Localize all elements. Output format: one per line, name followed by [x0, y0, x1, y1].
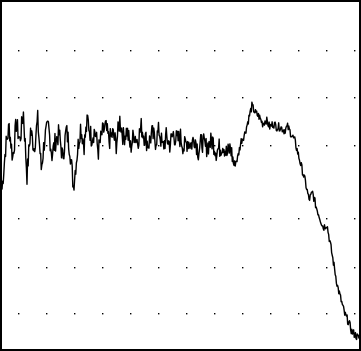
grid-dot: [214, 145, 216, 147]
grid-dot: [74, 50, 76, 52]
grid-dot: [354, 97, 356, 99]
grid-dot: [130, 50, 132, 52]
grid-dot: [46, 145, 48, 147]
grid-dot: [74, 218, 76, 220]
grid-dot: [242, 218, 244, 220]
grid-dot: [18, 145, 20, 147]
grid-dot: [326, 313, 328, 315]
grid-dot: [158, 50, 160, 52]
grid-dot: [102, 313, 104, 315]
grid-dot: [186, 50, 188, 52]
grid-dot: [102, 218, 104, 220]
grid-dot: [186, 267, 188, 269]
grid-dot: [130, 97, 132, 99]
grid-dot: [158, 145, 160, 147]
grid-dot: [158, 97, 160, 99]
grid-dot: [102, 267, 104, 269]
grid-dot: [270, 218, 272, 220]
grid-dot: [214, 50, 216, 52]
grid-dot: [242, 97, 244, 99]
grid-dot: [298, 145, 300, 147]
grid-dot: [298, 267, 300, 269]
grid-dot: [102, 97, 104, 99]
grid-dot: [354, 313, 356, 315]
grid-dot: [18, 313, 20, 315]
grid-dot: [158, 267, 160, 269]
grid-dot: [46, 267, 48, 269]
grid-dot: [18, 218, 20, 220]
grid-dot: [326, 50, 328, 52]
grid-dot: [354, 218, 356, 220]
grid-dot: [186, 313, 188, 315]
grid-dot: [270, 97, 272, 99]
grid-dot: [326, 97, 328, 99]
grid-dot: [74, 313, 76, 315]
grid-dot: [270, 145, 272, 147]
grid-dot: [186, 218, 188, 220]
grid-dot: [298, 50, 300, 52]
grid-dot: [354, 267, 356, 269]
grid-dot: [18, 97, 20, 99]
grid-dot: [326, 218, 328, 220]
grid-dot: [130, 267, 132, 269]
grid-dot: [130, 313, 132, 315]
grid-dot: [46, 313, 48, 315]
grid-dot: [270, 267, 272, 269]
grid-dot: [158, 218, 160, 220]
grid-dot: [102, 145, 104, 147]
grid-dot: [242, 313, 244, 315]
chart-series-line: [1, 101, 360, 341]
grid-dot: [298, 218, 300, 220]
grid-dot: [214, 267, 216, 269]
grid-dot: [74, 145, 76, 147]
grid-dot: [354, 50, 356, 52]
grid-dot: [270, 50, 272, 52]
grid-dot: [214, 97, 216, 99]
grid-dot: [242, 50, 244, 52]
grid-dot: [242, 267, 244, 269]
grid-dot: [46, 97, 48, 99]
grid-dot: [326, 145, 328, 147]
grid-dot: [74, 267, 76, 269]
grid-dot: [102, 50, 104, 52]
grid-dot: [46, 50, 48, 52]
chart-grid: [18, 50, 356, 315]
grid-dot: [186, 97, 188, 99]
grid-dot: [46, 218, 48, 220]
grid-dot: [242, 145, 244, 147]
grid-dot: [74, 97, 76, 99]
grid-dot: [130, 218, 132, 220]
grid-dot: [18, 50, 20, 52]
grid-dot: [158, 313, 160, 315]
grid-dot: [214, 218, 216, 220]
grid-dot: [298, 313, 300, 315]
grid-dot: [354, 145, 356, 147]
grid-dot: [270, 313, 272, 315]
grid-dot: [326, 267, 328, 269]
grid-dot: [298, 97, 300, 99]
grid-dot: [214, 313, 216, 315]
grid-dot: [18, 267, 20, 269]
